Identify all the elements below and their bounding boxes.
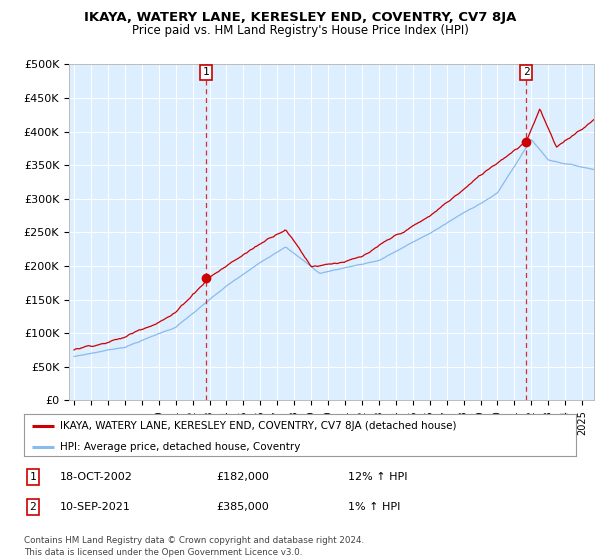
Text: £182,000: £182,000 xyxy=(216,472,269,482)
Text: 10-SEP-2021: 10-SEP-2021 xyxy=(60,502,131,512)
Text: IKAYA, WATERY LANE, KERESLEY END, COVENTRY, CV7 8JA: IKAYA, WATERY LANE, KERESLEY END, COVENT… xyxy=(84,11,516,24)
Text: 18-OCT-2002: 18-OCT-2002 xyxy=(60,472,133,482)
Text: Price paid vs. HM Land Registry's House Price Index (HPI): Price paid vs. HM Land Registry's House … xyxy=(131,24,469,36)
Text: 2: 2 xyxy=(523,67,530,77)
Text: 2: 2 xyxy=(29,502,37,512)
Text: 1% ↑ HPI: 1% ↑ HPI xyxy=(348,502,400,512)
Text: IKAYA, WATERY LANE, KERESLEY END, COVENTRY, CV7 8JA (detached house): IKAYA, WATERY LANE, KERESLEY END, COVENT… xyxy=(60,421,457,431)
Text: 1: 1 xyxy=(29,472,37,482)
Text: HPI: Average price, detached house, Coventry: HPI: Average price, detached house, Cove… xyxy=(60,442,300,452)
Text: 1: 1 xyxy=(203,67,209,77)
Text: Contains HM Land Registry data © Crown copyright and database right 2024.
This d: Contains HM Land Registry data © Crown c… xyxy=(24,536,364,557)
Text: 12% ↑ HPI: 12% ↑ HPI xyxy=(348,472,407,482)
Text: £385,000: £385,000 xyxy=(216,502,269,512)
